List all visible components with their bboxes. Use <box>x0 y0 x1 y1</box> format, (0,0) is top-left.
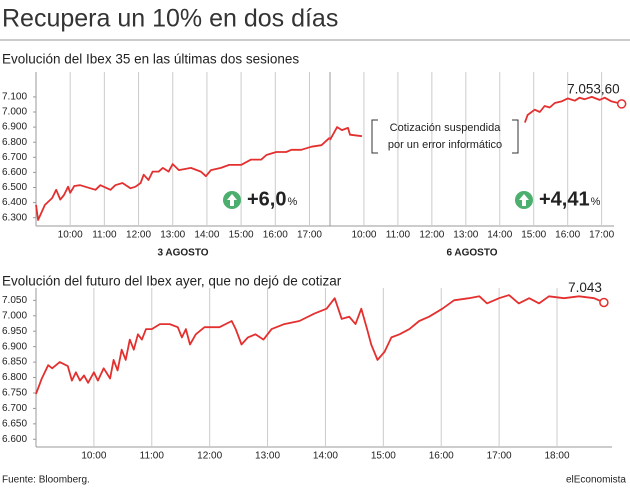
y-tick-label: 6.750 <box>2 388 27 399</box>
line <box>35 294 605 395</box>
change-label: +4,41 <box>539 188 590 210</box>
x-tick-label: 13:00 <box>453 230 478 241</box>
y-tick-label: 6.800 <box>2 137 27 148</box>
x-tick-label: 15:00 <box>521 230 546 241</box>
x-tick-label: 12:00 <box>126 230 151 241</box>
x-tick-label: 11:00 <box>386 230 411 241</box>
x-tick-label: 14:00 <box>487 230 512 241</box>
x-tick-label: 17:00 <box>589 230 614 241</box>
x-axis-label: 3 AGOSTO <box>157 248 208 259</box>
x-tick-label: 11:00 <box>92 230 117 241</box>
x-tick-label: 10:00 <box>351 230 376 241</box>
change-unit: % <box>591 196 601 208</box>
note: por un error informático <box>388 139 502 151</box>
end-point <box>599 297 609 308</box>
y-tick-label: 6.900 <box>2 122 27 133</box>
note-bracket <box>371 119 519 154</box>
y-tick-label: 6.700 <box>2 152 27 163</box>
chart-subtitle: Evolución del Ibex 35 en las últimas dos… <box>2 52 299 67</box>
change-label: +6,0 <box>247 188 286 210</box>
end-point <box>616 99 627 109</box>
up-arrow <box>227 194 237 206</box>
x-tick-label: 18:00 <box>544 451 569 462</box>
x-tick-label: 16:00 <box>263 230 288 241</box>
y-tick-label: 6.850 <box>2 357 27 368</box>
x-tick-label: 14:00 <box>194 230 219 241</box>
y-tick-label: 7.000 <box>2 107 27 118</box>
x-tick-label: 10:00 <box>81 451 106 462</box>
y-tick-label: 7.100 <box>2 92 27 103</box>
line <box>329 96 622 141</box>
change-unit: % <box>287 196 297 208</box>
y-tick-label: 6.700 <box>2 403 27 414</box>
end-label: 7.043 <box>568 280 602 295</box>
x-tick-label: 14:00 <box>313 451 338 462</box>
up-arrow <box>519 194 529 206</box>
y-tick-label: 6.400 <box>2 197 27 208</box>
y-tick-label: 6.600 <box>2 167 27 178</box>
x-tick-label: 13:00 <box>160 230 185 241</box>
y-tick-label: 6.950 <box>2 326 27 337</box>
y-tick-label: 6.300 <box>2 212 27 223</box>
x-tick-label: 12:00 <box>197 451 222 462</box>
x-tick-label: 15:00 <box>229 230 254 241</box>
x-tick-label: 13:00 <box>255 451 280 462</box>
line <box>35 137 331 221</box>
source: Fuente: Bloomberg. <box>2 475 90 486</box>
x-tick-label: 16:00 <box>429 451 454 462</box>
chart-subtitle: Evolución del futuro del Ibex ayer, que … <box>2 274 342 289</box>
y-tick-label: 6.900 <box>2 341 27 352</box>
x-tick-label: 17:00 <box>297 230 322 241</box>
y-tick-label: 6.600 <box>2 434 27 445</box>
y-tick-label: 6.650 <box>2 418 27 429</box>
x-tick-label: 17:00 <box>487 451 512 462</box>
page-title: Recupera un 10% en dos días <box>2 5 338 33</box>
x-tick-label: 15:00 <box>371 451 396 462</box>
end-label: 7.053,60 <box>567 81 620 96</box>
credit: elEconomista <box>566 475 626 486</box>
y-tick-label: 6.500 <box>2 182 27 193</box>
x-axis-label: 6 AGOSTO <box>446 248 497 259</box>
x-tick-label: 11:00 <box>140 451 165 462</box>
x-tick-label: 10:00 <box>58 230 83 241</box>
x-tick-label: 16:00 <box>555 230 580 241</box>
note: Cotización suspendida <box>390 122 502 134</box>
y-tick-label: 7.050 <box>2 295 27 306</box>
x-tick-label: 12:00 <box>419 230 444 241</box>
y-tick-label: 7.000 <box>2 310 27 321</box>
y-tick-label: 6.800 <box>2 372 27 383</box>
